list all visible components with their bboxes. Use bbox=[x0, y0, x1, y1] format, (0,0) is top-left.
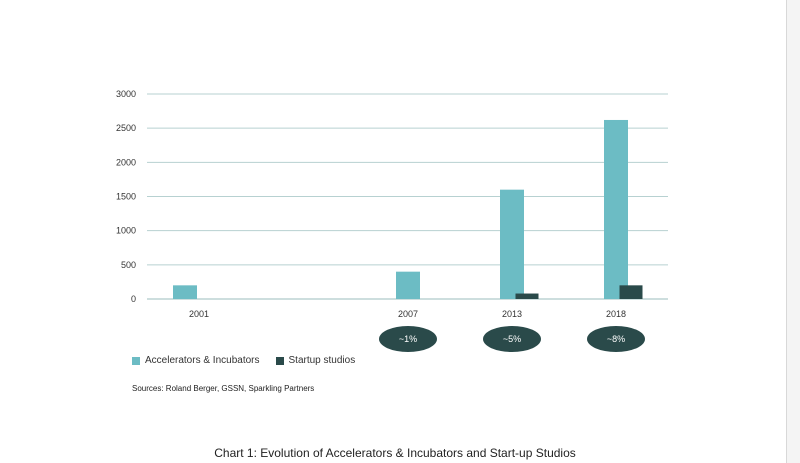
share-badge-2007 bbox=[379, 326, 437, 352]
x-tick-label-2013: 2013 bbox=[502, 309, 522, 319]
y-tick-label-0: 0 bbox=[131, 294, 136, 304]
page-edge-line bbox=[786, 0, 787, 463]
chart-caption: Chart 1: Evolution of Accelerators & Inc… bbox=[214, 446, 576, 460]
legend-label-accelerators: Accelerators & Incubators bbox=[145, 355, 260, 366]
y-tick-label-2500: 2500 bbox=[116, 123, 136, 133]
bar-accelerators-2018 bbox=[604, 119, 628, 299]
bar-accelerators-2007 bbox=[396, 271, 420, 299]
y-tick-label-2000: 2000 bbox=[116, 157, 136, 167]
bar-startup-studios-2013 bbox=[515, 293, 539, 299]
share-badge-label-2013: ~5% bbox=[503, 334, 521, 344]
legend-label-startup-studios: Startup studios bbox=[288, 355, 356, 366]
share-badge-label-2018: ~8% bbox=[607, 334, 625, 344]
bar-accelerators-2001 bbox=[173, 285, 197, 299]
page-edge-strip bbox=[787, 0, 800, 463]
bar-accelerators-2013 bbox=[500, 189, 524, 299]
legend-swatch-accelerators bbox=[132, 356, 140, 365]
x-tick-label-2018: 2018 bbox=[606, 309, 626, 319]
y-tick-label-1000: 1000 bbox=[116, 226, 136, 236]
x-tick-label-2007: 2007 bbox=[398, 309, 418, 319]
chart-legend: Accelerators & Incubators Startup studio… bbox=[132, 355, 371, 366]
y-tick-label-1500: 1500 bbox=[116, 192, 136, 202]
legend-swatch-startup-studios bbox=[275, 356, 284, 365]
legend-item-startup-studios: Startup studios bbox=[275, 355, 356, 366]
share-badge-label-2007: ~1% bbox=[399, 334, 417, 344]
sources-note: Sources: Roland Berger, GSSN, Sparkling … bbox=[132, 384, 315, 393]
y-tick-label-3000: 3000 bbox=[116, 89, 136, 99]
bar-startup-studios-2018 bbox=[619, 285, 643, 299]
x-tick-label-2001: 2001 bbox=[189, 309, 209, 319]
y-tick-label-500: 500 bbox=[121, 260, 136, 270]
share-badge-2013 bbox=[483, 326, 541, 352]
share-badge-2018 bbox=[587, 326, 645, 352]
legend-item-accelerators: Accelerators & Incubators bbox=[132, 355, 260, 366]
